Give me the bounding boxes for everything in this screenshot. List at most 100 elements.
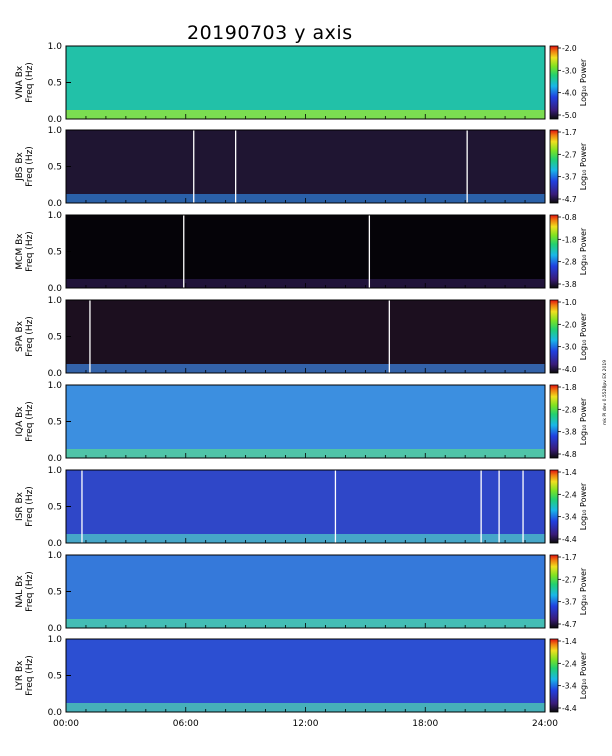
panel-isr: 0.0 0.5 1.0 ISR Bx Freq (Hz) -1.4 -2.4 -3.4 -4.4… <box>15 466 588 549</box>
colorbar-label: Log₁₀ Power <box>579 397 588 445</box>
colorbar-tick-label: -3.0 <box>562 66 577 75</box>
y-axis-label: Freq (Hz) <box>25 486 35 527</box>
panel-vna: 0.0 0.5 1.0 VNA Bx Freq (Hz) -2.0 -3.0 -4.0 -5.0… <box>15 42 588 125</box>
colorbar-label: Log₁₀ Power <box>579 142 588 190</box>
y-tick-label: 0.0 <box>48 369 63 379</box>
colorbar-tick-label: -2.7 <box>562 575 577 584</box>
colorbar-label: Log₁₀ Power <box>579 227 588 275</box>
colorbar-tick-label: -4.0 <box>562 89 577 98</box>
station-label: IQA Bx <box>15 406 25 437</box>
colorbar-tick-label: -3.7 <box>562 173 577 182</box>
y-tick-label: 1.0 <box>48 211 63 221</box>
station-label: LYR Bx <box>15 660 25 691</box>
colorbar-tick-label: -1.4 <box>562 468 577 477</box>
x-tick-label: 18:00 <box>412 719 438 729</box>
y-axis-label: Freq (Hz) <box>25 316 35 357</box>
station-label: ISR Bx <box>15 491 25 521</box>
colorbar-tick-label: -2.8 <box>562 258 577 267</box>
y-tick-label: 0.5 <box>48 79 62 89</box>
panel-background <box>66 130 545 203</box>
y-tick-label: 1.0 <box>48 42 63 52</box>
y-tick-label: 0.5 <box>48 503 62 513</box>
colorbar-tick-label: -0.8 <box>562 213 577 222</box>
colorbar-tick-label: -2.4 <box>562 490 577 499</box>
colorbar-tick-label: -1.4 <box>562 637 577 646</box>
panel-iqa: 0.0 0.5 1.0 IQA Bx Freq (Hz) -1.8 -2.8 -3.8 -4.8… <box>15 381 588 464</box>
colorbar-label: Log₁₀ Power <box>579 567 588 615</box>
colorbar <box>549 638 559 713</box>
x-tick-label: 06:00 <box>173 719 199 729</box>
colorbar <box>549 214 559 289</box>
y-tick-label: 1.0 <box>48 296 63 306</box>
colorbar <box>549 129 559 204</box>
colorbar-tick-label: -3.4 <box>562 682 577 691</box>
y-axis-label: Freq (Hz) <box>25 231 35 272</box>
figure-stamp: mk PI dev 0.5528pv EX 2019 <box>602 360 608 425</box>
y-tick-label: 0.5 <box>48 672 62 682</box>
colorbar <box>549 554 559 629</box>
panel-jbs: 0.0 0.5 1.0 JBS Bx Freq (Hz) -1.7 -2.7 -3.7 -4.7… <box>15 126 588 209</box>
y-tick-label: 0.5 <box>48 248 62 258</box>
panel-background <box>66 300 545 373</box>
colorbar-tick-label: -4.0 <box>562 365 577 374</box>
colorbar-tick-label: -4.7 <box>562 620 577 629</box>
colorbar-tick-label: -1.7 <box>562 128 577 137</box>
panel-background <box>66 46 545 119</box>
colorbar-tick-label: -3.0 <box>562 343 577 352</box>
y-axis-label: Freq (Hz) <box>25 146 35 187</box>
colorbar-tick-label: -1.8 <box>562 383 577 392</box>
y-axis-label: Freq (Hz) <box>25 655 35 696</box>
colorbar-tick-label: -1.0 <box>562 298 577 307</box>
y-axis-label: Freq (Hz) <box>25 62 35 103</box>
y-tick-label: 1.0 <box>48 635 63 645</box>
colorbar-tick-label: -4.8 <box>562 450 577 459</box>
y-tick-label: 0.0 <box>48 624 63 634</box>
y-axis-label: Freq (Hz) <box>25 401 35 442</box>
y-tick-label: 0.0 <box>48 708 63 718</box>
figure-title: 20190703 y axis <box>187 22 353 44</box>
y-tick-label: 0.0 <box>48 199 63 209</box>
colorbar-tick-label: -1.7 <box>562 553 577 562</box>
colorbar-label: Log₁₀ Power <box>579 482 588 530</box>
colorbar-tick-label: -5.0 <box>562 111 577 120</box>
panel-background <box>66 639 545 712</box>
station-label: JBS Bx <box>15 151 25 181</box>
colorbar-label: Log₁₀ Power <box>579 58 588 106</box>
y-tick-label: 0.0 <box>48 284 63 294</box>
y-tick-label: 1.0 <box>48 551 63 561</box>
colorbar-tick-label: -4.4 <box>562 535 577 544</box>
panel-background <box>66 555 545 628</box>
colorbar-tick-label: -2.0 <box>562 320 577 329</box>
panel-spa: 0.0 0.5 1.0 SPA Bx Freq (Hz) -1.0 -2.0 -3.0 -4.0… <box>15 296 588 379</box>
y-tick-label: 0.0 <box>48 115 63 125</box>
colorbar-label: Log₁₀ Power <box>579 312 588 360</box>
panel-lyr: 0.0 0.5 1.0 LYR Bx Freq (Hz) -1.4 -2.4 -3.4 -4.4… <box>15 635 588 718</box>
station-label: VNA Bx <box>15 65 25 99</box>
colorbar <box>549 45 559 120</box>
colorbar-tick-label: -3.4 <box>562 513 577 522</box>
colorbar-label: Log₁₀ Power <box>579 651 588 699</box>
colorbar-tick-label: -3.8 <box>562 428 577 437</box>
y-tick-label: 0.0 <box>48 539 63 549</box>
x-tick-label: 12:00 <box>293 719 319 729</box>
y-tick-label: 0.5 <box>48 418 62 428</box>
colorbar <box>549 384 559 459</box>
x-axis: 00:00 06:00 12:00 18:00 24:00 <box>53 719 558 729</box>
y-tick-label: 1.0 <box>48 466 63 476</box>
station-label: SPA Bx <box>15 320 25 352</box>
panel-background <box>66 385 545 458</box>
x-tick-label: 24:00 <box>532 719 558 729</box>
colorbar-tick-label: -2.7 <box>562 150 577 159</box>
colorbar-tick-label: -4.7 <box>562 195 577 204</box>
colorbar <box>549 299 559 374</box>
station-label: NAL Bx <box>15 575 25 608</box>
panel-nal: 0.0 0.5 1.0 NAL Bx Freq (Hz) -1.7 -2.7 -3.7 -4.7… <box>15 551 588 634</box>
y-tick-label: 0.5 <box>48 163 62 173</box>
y-tick-label: 1.0 <box>48 126 63 136</box>
colorbar-tick-label: -3.7 <box>562 598 577 607</box>
colorbar-tick-label: -2.8 <box>562 405 577 414</box>
colorbar-tick-label: -2.0 <box>562 44 577 53</box>
colorbar-tick-label: -3.8 <box>562 280 577 289</box>
colorbar-tick-label: -1.8 <box>562 235 577 244</box>
